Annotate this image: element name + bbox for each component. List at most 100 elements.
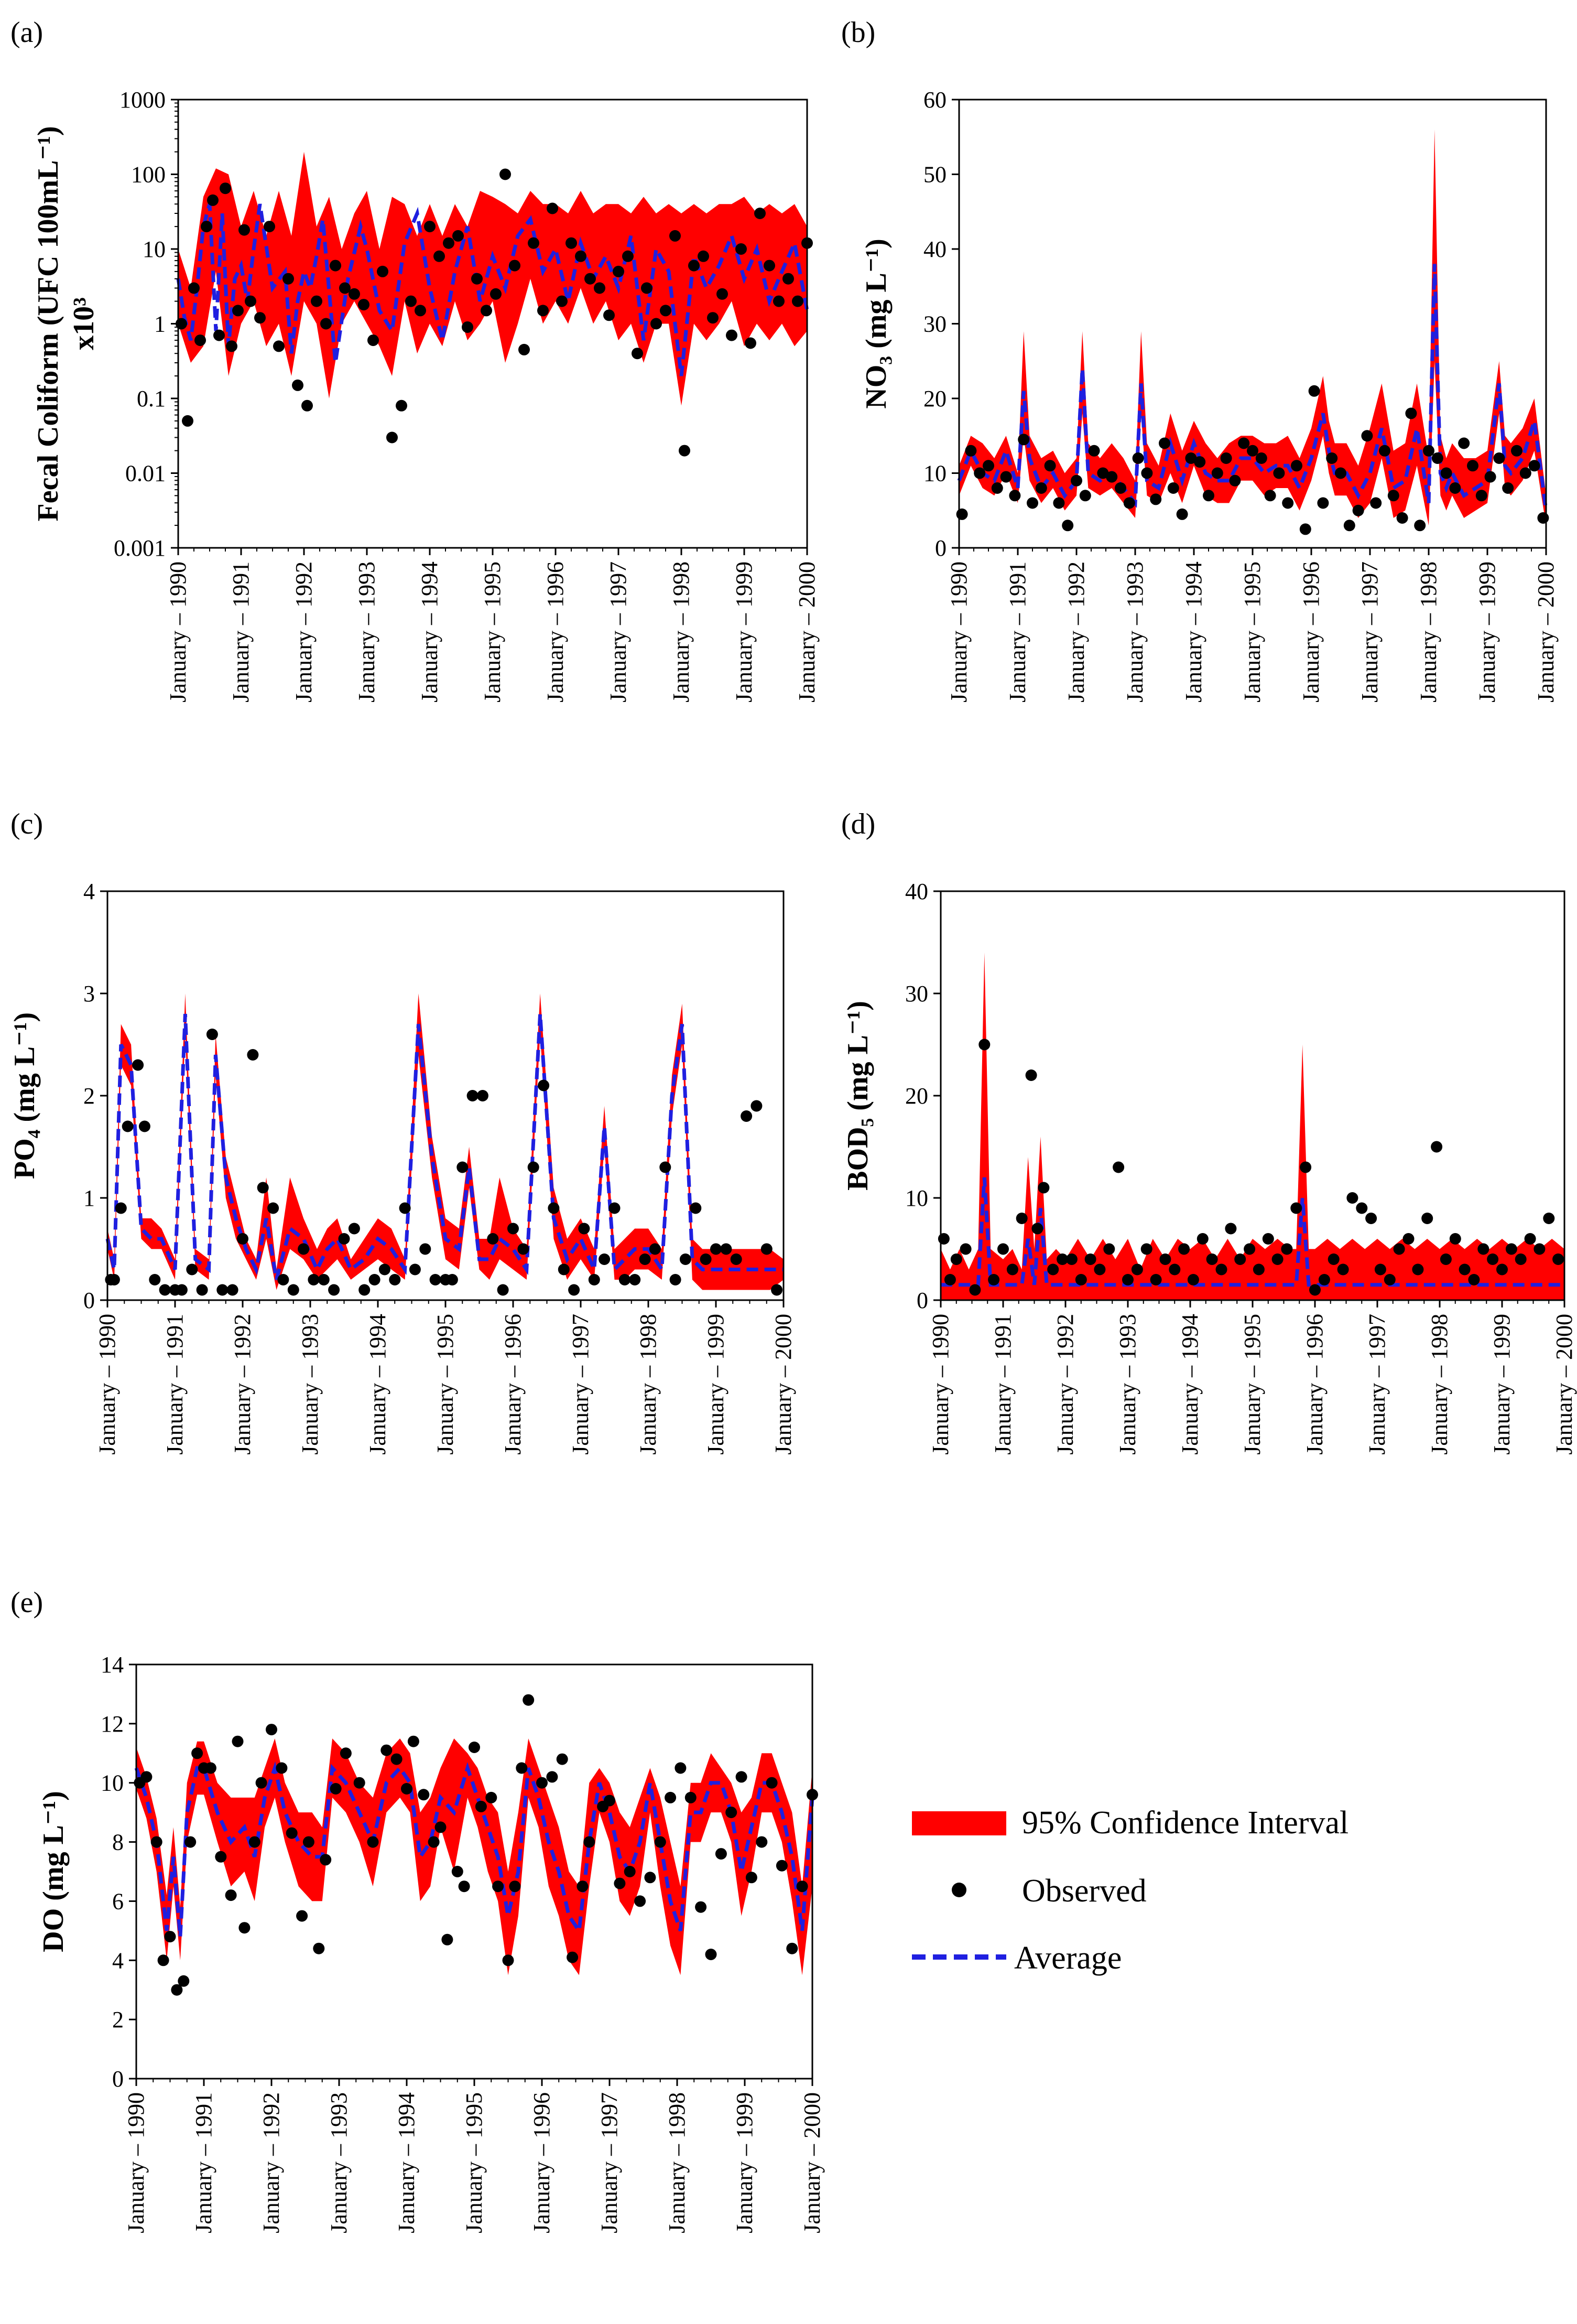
observed-point [707,312,719,324]
observed-point [1291,460,1302,472]
observed-point [115,1202,127,1214]
observed-point [1402,1233,1415,1245]
observed-point [1309,1284,1321,1296]
observed-point [164,1931,176,1943]
observed-point [497,1284,509,1296]
x-tick-label: January – 2000 [799,2092,825,2233]
observed-point [340,1747,352,1759]
observed-point [238,1922,251,1934]
observed-point [458,1880,470,1893]
observed-point [456,1161,469,1173]
observed-point [1088,445,1100,457]
y-tick-label: 0 [917,1288,928,1313]
observed-point [1006,1263,1018,1276]
observed-point [390,1753,403,1765]
y-tick-label: 1 [83,1185,95,1211]
observed-point [720,1243,732,1255]
observed-point [1215,1263,1227,1276]
x-tick-label: January – 1998 [664,2092,690,2233]
x-tick-label: January – 2000 [1533,561,1559,702]
y-tick-label: 10 [923,461,947,487]
observed-point [730,1253,742,1265]
observed-point [320,318,332,330]
observed-point [1477,1243,1489,1255]
observed-point [764,260,775,272]
y-tick-label: 0 [112,2066,124,2092]
observed-point [264,221,275,233]
observed-point [1346,1192,1358,1204]
observed-point [318,1274,330,1285]
observed-point [446,1274,458,1285]
observed-point [715,1848,727,1860]
observed-point [618,1274,630,1285]
observed-point [1396,512,1408,524]
observed-point [184,1836,197,1848]
observed-point [565,237,577,249]
observed-point [389,1274,401,1285]
observed-point [138,1120,150,1132]
observed-point [1018,434,1030,446]
observed-point [358,299,369,311]
observed-point [1335,467,1346,479]
observed-point [1458,437,1470,449]
observed-point [1203,490,1214,502]
observed-point [1361,430,1373,442]
observed-point [537,305,549,317]
observed-point [132,1059,144,1071]
observed-point [1393,1243,1405,1255]
observed-point [418,1789,430,1801]
observed-point [1238,437,1250,449]
observed-point [247,1049,259,1061]
observed-point [1197,1233,1209,1245]
y-tick-label: 0 [83,1288,95,1313]
observed-point [1440,467,1452,479]
legend-ci-label: 95% Confidence Interval [1022,1805,1348,1841]
observed-point [286,1827,298,1839]
observed-point [577,1880,589,1893]
x-tick-label: January – 1990 [928,1314,953,1455]
observed-point [1044,460,1056,472]
panel-label-d: (d) [841,808,875,840]
observed-point [201,221,212,233]
observed-point [1519,467,1531,479]
observed-point [613,265,624,277]
observed-point [226,1284,238,1296]
observed-point [475,1800,487,1812]
observed-point [700,1253,712,1265]
legend-observed-marker [952,1883,966,1897]
observed-point [311,295,322,307]
x-tick-label: January – 2000 [794,561,820,702]
observed-point [1025,1069,1037,1081]
observed-point [1468,1274,1480,1285]
observed-point [583,1836,595,1848]
y-tick-label: 0.1 [137,386,166,412]
observed-point [1122,1274,1134,1285]
observed-point [950,1253,962,1265]
observed-point [485,1791,497,1803]
observed-point [399,1202,411,1214]
observed-point [679,445,690,457]
observed-point [1493,452,1505,464]
observed-point [481,305,492,317]
observed-point [695,1901,707,1913]
observed-point [367,334,379,347]
observed-point [679,1253,691,1265]
observed-point [320,1854,332,1866]
observed-point [1484,471,1496,483]
x-tick-label: January – 1993 [326,2092,352,2233]
y-tick-label: 30 [923,311,947,337]
average-line-a [176,203,809,376]
x-tick-label: January – 1994 [394,2092,419,2233]
observed-point [191,1747,203,1759]
observed-point [1084,1253,1096,1265]
observed-point [502,1954,514,1966]
observed-point [1543,1213,1555,1224]
x-tick-label: January – 1997 [596,2092,622,2233]
observed-point [782,273,794,285]
observed-point [171,1984,183,1996]
observed-point [1374,1263,1386,1276]
observed-point [546,1771,558,1783]
y-axis-title-2-a: x10³ [68,297,100,350]
observed-point [1255,452,1267,464]
observed-point [232,305,244,317]
